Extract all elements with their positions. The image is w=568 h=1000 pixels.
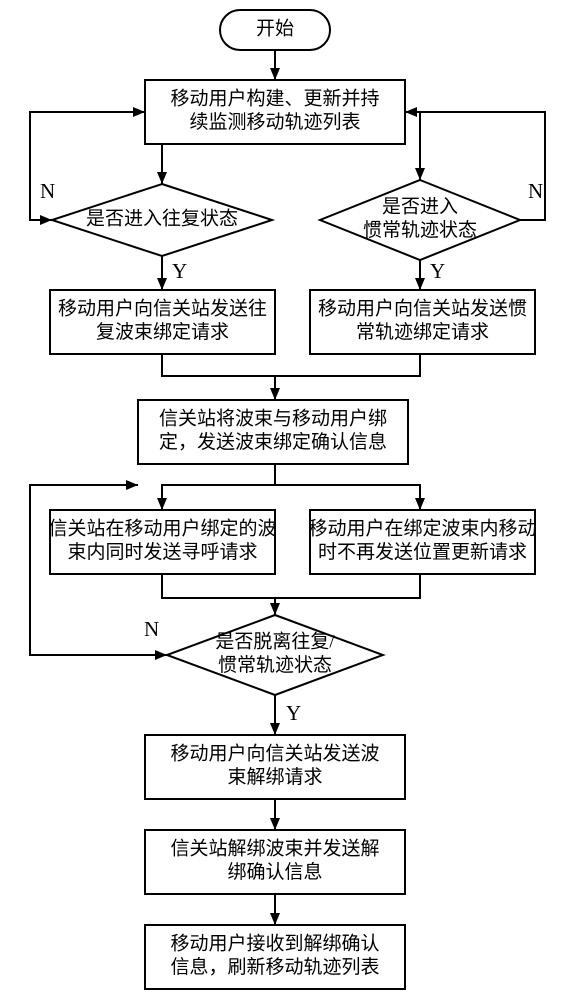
svg-text:Y: Y [286,701,301,725]
svg-text:是否进入往复状态: 是否进入往复状态 [86,207,238,229]
svg-text:开始: 开始 [256,17,294,39]
svg-text:Y: Y [430,259,445,283]
svg-text:N: N [40,179,55,203]
svg-text:N: N [528,179,543,203]
svg-text:N: N [144,617,159,641]
svg-text:Y: Y [172,259,187,283]
